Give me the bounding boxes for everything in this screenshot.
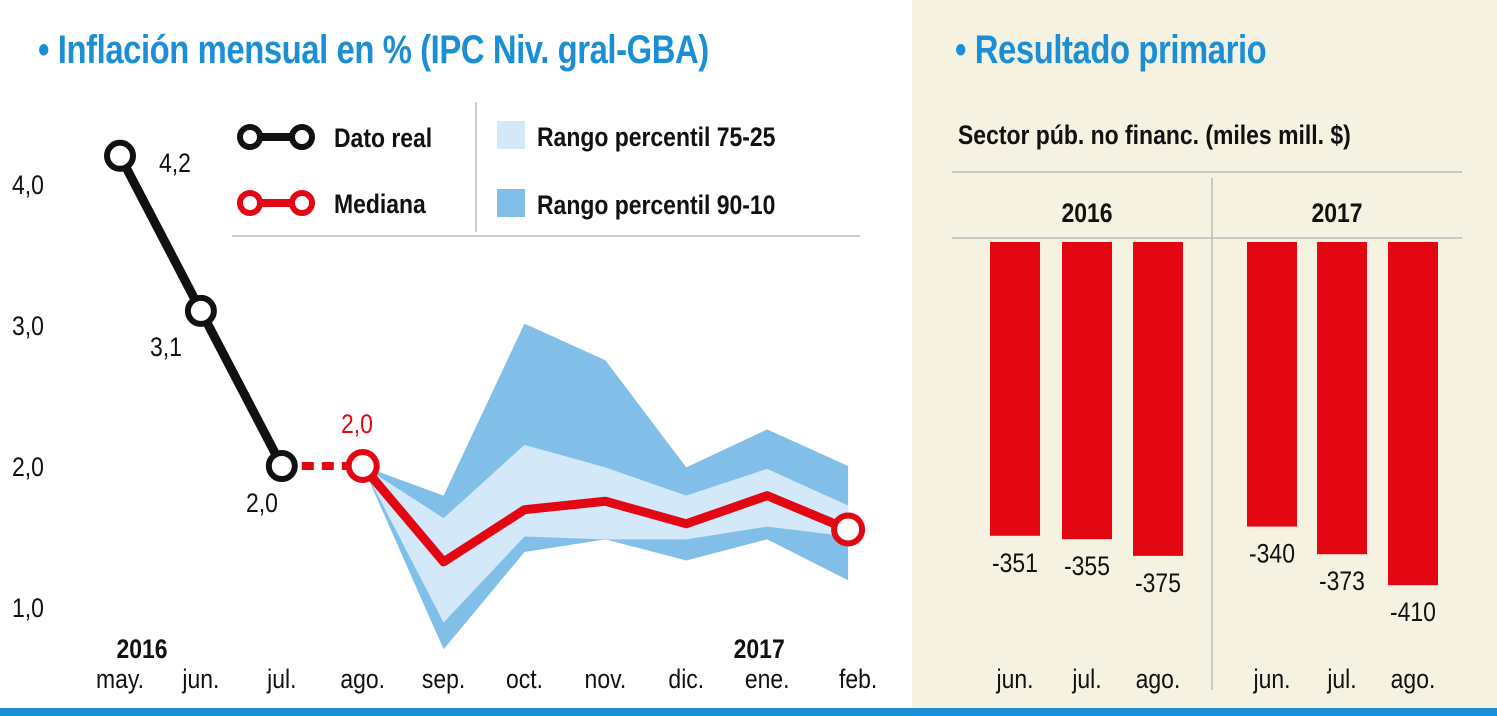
bottom-stripe (0, 708, 1497, 716)
median-point (831, 512, 866, 547)
bar-value-label: -373 (1319, 566, 1365, 596)
y-tick-label: 1,0 (12, 593, 44, 623)
bar-value-label: -340 (1249, 539, 1295, 569)
primary-result-title: • Resultado primario (955, 28, 1267, 72)
x-tick-label: feb. (839, 664, 877, 694)
legend-median-marker (289, 190, 315, 216)
bar (1388, 242, 1438, 586)
band-75-25 (362, 444, 849, 623)
bar-category-label: jul. (1326, 664, 1356, 694)
real-point (265, 450, 298, 482)
bar-category-label: ago. (1391, 664, 1436, 694)
bar (1247, 242, 1297, 527)
bar-value-label: -375 (1135, 568, 1181, 598)
x-tick-label: nov. (585, 664, 627, 694)
x-tick-label: oct. (506, 664, 543, 694)
x-tick-label: jul. (266, 664, 296, 694)
point-label: 4,2 (159, 148, 191, 178)
bar (1133, 242, 1183, 556)
point-label: 2,0 (246, 488, 278, 518)
x-tick-label: dic. (668, 664, 704, 694)
bar (1317, 242, 1367, 555)
x-tick-label: ene. (745, 664, 790, 694)
legend-median-label: Mediana (334, 189, 427, 219)
legend-median-marker (237, 190, 263, 216)
inflation-title: • Inflación mensual en % (IPC Niv. gral-… (38, 28, 709, 72)
y-tick-label: 2,0 (12, 452, 44, 482)
bar (1062, 242, 1112, 540)
bar-value-label: -410 (1390, 597, 1436, 627)
median-line (359, 463, 850, 567)
legend-90-10-swatch (497, 189, 525, 217)
bar-value-label: -355 (1064, 551, 1110, 581)
legend-real-marker (237, 124, 263, 150)
legend-90-10-label: Rango percentil 90-10 (537, 190, 775, 220)
x-tick-label: sep. (422, 664, 465, 694)
bar-category-label: ago. (1136, 664, 1181, 694)
point-label: 3,1 (150, 332, 182, 362)
year-label: 2017 (734, 634, 785, 664)
legend-real-marker (289, 124, 315, 150)
x-tick-label: may. (96, 664, 144, 694)
y-tick-label: 4,0 (12, 170, 44, 200)
bar-category-label: jul. (1071, 664, 1101, 694)
bar-value-label: -351 (992, 548, 1038, 578)
point-label: 2,0 (341, 409, 373, 439)
real-point (184, 294, 217, 327)
bar-category-label: jun. (1253, 664, 1291, 694)
bar-category-label: jun. (996, 664, 1034, 694)
y-tick-label: 3,0 (12, 311, 44, 341)
real-point (104, 139, 136, 172)
median-point (345, 449, 380, 483)
legend-75-25-swatch (497, 121, 525, 149)
group-label: 2017 (1311, 198, 1362, 228)
year-label: 2016 (116, 634, 167, 664)
legend-real-label: Dato real (334, 123, 432, 153)
bar (990, 242, 1040, 536)
group-label: 2016 (1061, 198, 1112, 228)
x-tick-label: jun. (181, 664, 219, 694)
primary-result-subtitle: Sector púb. no financ. (miles mill. $) (958, 120, 1351, 150)
legend-75-25-label: Rango percentil 75-25 (537, 122, 775, 152)
x-tick-label: ago. (340, 664, 385, 694)
